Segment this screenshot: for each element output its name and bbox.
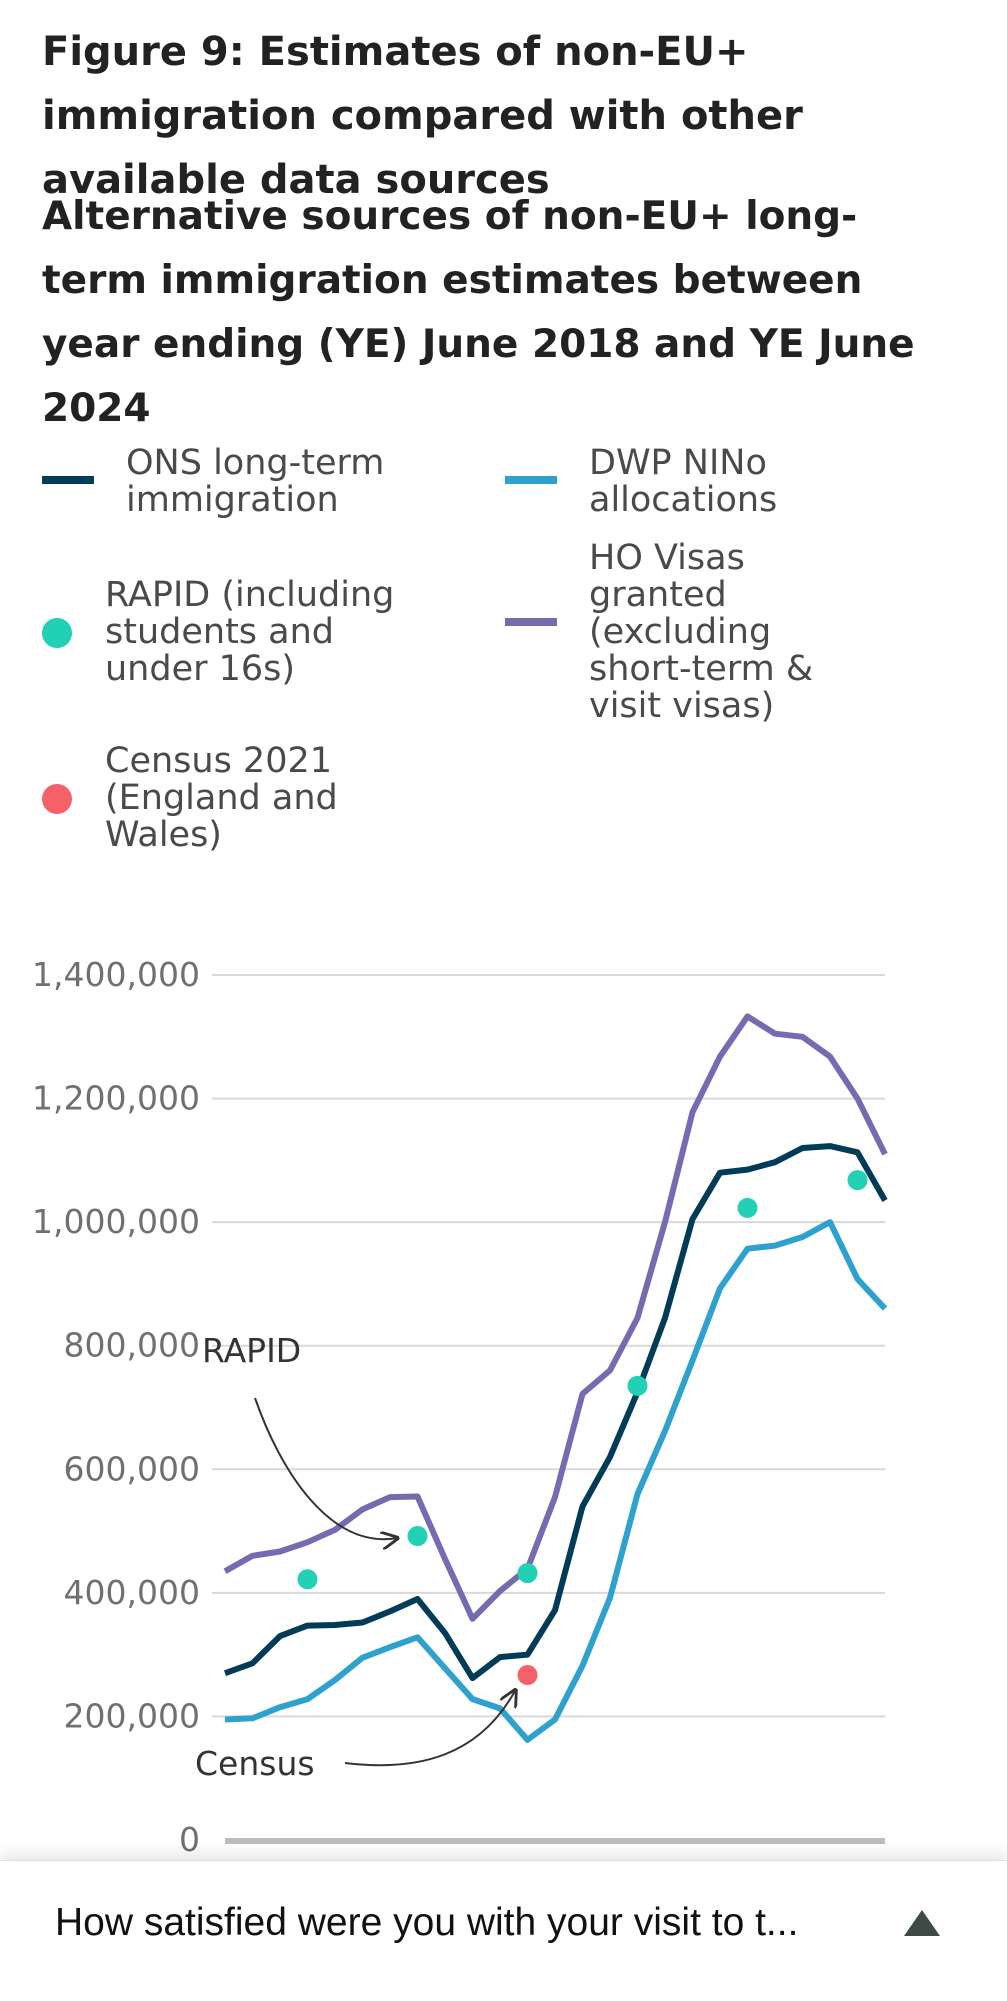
y-tick-label: 400,000	[64, 1573, 200, 1612]
y-tick-label: 200,000	[64, 1696, 200, 1735]
legend-label: ONS long-term immigration	[126, 443, 385, 520]
y-tick-label: 1,200,000	[32, 1079, 200, 1118]
legend-label: RAPID (including students and under 16s)	[105, 575, 395, 689]
survey-question[interactable]: How satisfied were you with your visit t…	[55, 1901, 799, 1944]
chart-subtitle: Alternative sources of non-EU+ long-term…	[42, 194, 915, 431]
legend-label: DWP NINo allocations	[589, 443, 778, 520]
figure-title: Figure 9: Estimates of non-EU+ immigrati…	[42, 29, 803, 203]
data-point	[297, 1569, 318, 1590]
legend-marker-dot	[42, 784, 72, 814]
series-line	[223, 1013, 888, 1622]
legend-marker-dot	[42, 618, 72, 648]
data-point	[517, 1563, 538, 1584]
y-tick-label: 0	[179, 1820, 200, 1859]
data-point	[517, 1665, 538, 1686]
legend-marker-line	[505, 476, 557, 484]
legend-label: Census 2021 (England and Wales)	[105, 741, 338, 855]
y-tick-label: 1,400,000	[32, 955, 200, 994]
series-line	[223, 1143, 888, 1682]
caret-up-icon[interactable]	[902, 1903, 942, 1943]
data-point	[737, 1197, 758, 1218]
y-tick-label: 800,000	[64, 1326, 200, 1365]
y-tick-label: 1,000,000	[32, 1202, 200, 1241]
legend-marker-line	[505, 618, 557, 626]
data-point	[847, 1170, 868, 1191]
legend-label: HO Visas granted (excluding short-term &…	[589, 538, 814, 726]
legend-marker-line	[42, 476, 94, 484]
satisfaction-survey-bar[interactable]: How satisfied were you with your visit t…	[0, 1860, 1007, 2001]
data-point	[407, 1526, 428, 1547]
annotation-arrow	[254, 1397, 398, 1539]
data-point	[627, 1375, 648, 1396]
line-chart: 0 200,000 400,000 600,000 800,000 1,000,000 1,…	[32, 955, 888, 1859]
annotation-label: Census	[195, 1744, 315, 1783]
annotation-label: RAPID	[202, 1331, 301, 1370]
y-tick-label: 600,000	[64, 1449, 200, 1488]
annotation-arrow	[344, 1690, 516, 1767]
series-line	[224, 1219, 888, 1743]
